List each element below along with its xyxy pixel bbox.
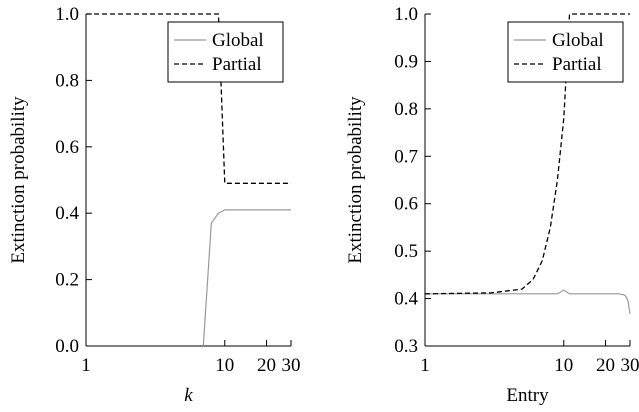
y-tick-label: 0.2 xyxy=(55,270,79,291)
x-tick-label: 10 xyxy=(554,355,573,376)
legend-box xyxy=(167,21,284,83)
y-tick-label: 0.4 xyxy=(55,203,79,224)
x-axis-label: Entry xyxy=(506,385,549,406)
x-tick-label: 20 xyxy=(596,355,615,376)
y-axis-label: Extinction probability xyxy=(345,96,366,264)
y-tick-label: 0.5 xyxy=(394,241,418,262)
y-tick-label: 0.8 xyxy=(394,99,418,120)
series-line-global xyxy=(202,209,291,347)
legend-label-global: Global xyxy=(212,30,264,51)
series-line-global xyxy=(425,289,631,314)
y-tick-label: 0.0 xyxy=(55,336,79,357)
x-tick-label: 1 xyxy=(81,355,91,376)
x-tick-label: 30 xyxy=(621,355,639,376)
y-axis-label: Extinction probability xyxy=(8,96,29,264)
y-tick-label: 1.0 xyxy=(394,4,418,25)
x-tick-label: 30 xyxy=(282,355,301,376)
x-tick-label: 10 xyxy=(215,355,234,376)
y-tick-label: 0.6 xyxy=(55,137,79,158)
y-tick-label: 1.0 xyxy=(55,4,79,25)
x-tick-label: 1 xyxy=(420,355,430,376)
legend-label-partial: Partial xyxy=(212,54,262,75)
y-tick-label: 0.8 xyxy=(55,70,79,91)
legend: Global Partial xyxy=(507,21,624,83)
x-tick-label: 20 xyxy=(257,355,276,376)
x-axis-label: k xyxy=(184,385,193,406)
legend-label-partial: Partial xyxy=(552,54,602,75)
y-tick-label: 0.9 xyxy=(394,51,418,72)
legend-box xyxy=(507,21,624,83)
series-line-partial xyxy=(424,13,630,295)
y-tick-label: 0.3 xyxy=(394,336,418,357)
y-tick-label: 0.6 xyxy=(394,194,418,215)
legend-label-global: Global xyxy=(552,30,604,51)
legend: Global Partial xyxy=(167,21,284,83)
y-tick-label: 0.4 xyxy=(394,289,418,310)
chart-panel-2: 1 10 20 30 0.3 0.4 0.5 0.6 0.7 0.8 0.9 1.0 Entry Exti… xyxy=(345,4,639,406)
y-tick-label: 0.7 xyxy=(394,146,418,167)
chart-panel-1: 1 10 20 30 0.0 0.2 0.4 0.6 0.8 1.0 k Extinction pro… xyxy=(8,4,301,406)
